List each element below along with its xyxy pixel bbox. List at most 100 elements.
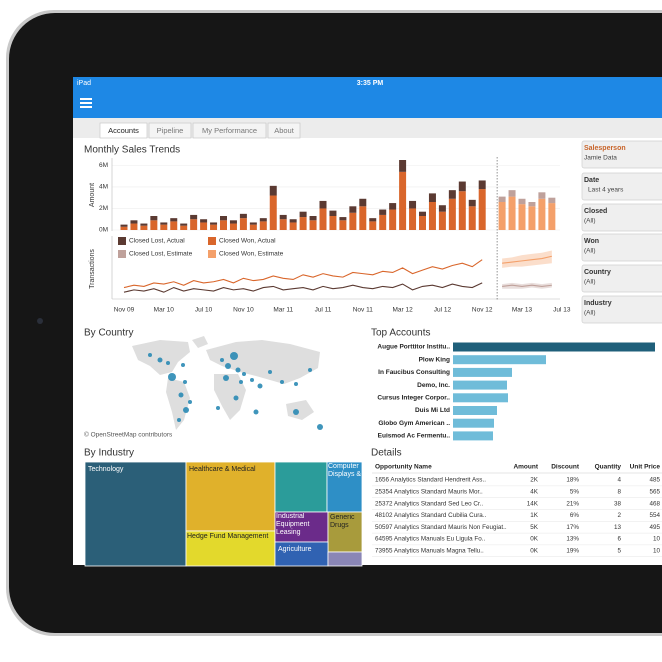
bar-segment <box>210 224 218 230</box>
bar-segment <box>478 180 486 190</box>
bar-segment <box>508 190 516 197</box>
tab[interactable]: Accounts <box>99 122 148 139</box>
filter[interactable]: Won (All) <box>581 233 662 262</box>
tile-label-box: Computer Displays & <box>328 463 361 478</box>
land <box>166 378 190 430</box>
table-cell: 13% <box>566 536 579 543</box>
legend-swatch <box>118 250 126 258</box>
filter-box <box>581 295 662 324</box>
dot <box>148 353 152 357</box>
y-tick-label: 6M <box>99 162 108 169</box>
bar-segment <box>409 200 417 209</box>
dot <box>220 358 224 362</box>
bar-segment <box>259 218 267 222</box>
dot <box>166 361 170 365</box>
table-cell: 73955 Analytics Manuals Magna Tellu.. <box>375 547 484 554</box>
bar-segment <box>329 216 337 230</box>
x-tick-label: Jul 12 <box>434 307 452 314</box>
table-cell: 10 <box>653 547 661 554</box>
tab-label: About <box>274 126 295 135</box>
bar-segment <box>409 208 417 230</box>
filter-label: Date <box>584 177 599 184</box>
filter-label: Won <box>584 238 599 245</box>
bar-segment <box>399 160 407 172</box>
bar-segment <box>220 220 227 230</box>
table-cell: 13 <box>614 524 622 531</box>
bar-segment <box>468 206 476 230</box>
bar-segment <box>319 200 327 209</box>
tab[interactable]: About <box>267 122 301 139</box>
legend-swatch <box>208 237 216 245</box>
filter-value: (All) <box>584 310 596 317</box>
tile-label: Generic Drugs <box>330 514 355 529</box>
dot <box>308 368 312 372</box>
land <box>132 340 190 375</box>
legend-label: Closed Won, Actual <box>219 238 276 245</box>
axis-label: Amount <box>89 183 96 207</box>
series-line <box>123 282 483 293</box>
x-tick-label: Nov 09 <box>114 307 135 314</box>
dot <box>181 363 185 367</box>
tile <box>327 511 363 553</box>
table-cell: 5 <box>617 547 621 554</box>
menu-button[interactable] <box>80 98 92 108</box>
bar-segment <box>180 223 188 226</box>
land <box>286 400 314 420</box>
table-cell: 4 <box>617 477 621 484</box>
bar-segment <box>419 211 426 216</box>
bar-segment <box>498 196 506 202</box>
tab[interactable]: Pipeline <box>148 122 192 139</box>
tile-label: Hedge Fund Management <box>187 533 269 540</box>
x-tick-label: Nov 12 <box>472 307 493 314</box>
table-cell: 1656 Analytics Standard Hendrerit Ass.. <box>375 477 486 484</box>
table-cell: 21% <box>566 500 579 507</box>
account-label: Cursus Integer Corpor.. <box>377 395 450 402</box>
table-cell: 554 <box>649 512 660 519</box>
y-tick-label: 4M <box>99 184 108 191</box>
bar-segment <box>498 202 506 230</box>
bar-segment <box>329 210 337 216</box>
bar-segment <box>448 198 456 230</box>
filter[interactable]: Country (All) <box>581 264 662 293</box>
bar-segment <box>309 216 317 221</box>
account-bar <box>453 380 507 390</box>
bar-segment <box>438 205 446 212</box>
table-cell: 565 <box>649 488 660 495</box>
tile-label: Agriculture <box>278 546 312 553</box>
account-label: Duis Mi Ltd <box>415 407 450 414</box>
bar-segment <box>379 209 387 215</box>
account-bar <box>453 406 497 415</box>
bar-segment <box>279 214 287 220</box>
bar-segment <box>548 197 556 204</box>
dot <box>183 407 189 413</box>
dot <box>293 409 299 415</box>
bar-segment <box>309 220 317 230</box>
table-cell: 0K <box>530 547 539 554</box>
bar-segment <box>389 209 397 230</box>
filter[interactable]: Date Last 4 years <box>581 172 662 201</box>
dot <box>242 372 246 376</box>
tab[interactable]: My Performance <box>192 122 267 139</box>
account-bar <box>453 393 508 403</box>
land <box>214 374 246 420</box>
filter[interactable]: Salesperson Jamie Data <box>581 140 662 169</box>
world-map <box>132 336 320 430</box>
bar-segment <box>220 216 227 221</box>
bar-segment <box>339 220 347 230</box>
tile-label: Healthcare & Medical <box>189 466 256 473</box>
bar-segment <box>419 216 426 230</box>
filter-box <box>581 203 662 232</box>
table-cell: 25372 Analytics Standard Sed Leo Cr.. <box>375 500 483 507</box>
filter[interactable]: Closed (All) <box>581 203 662 232</box>
bar-segment <box>289 222 297 230</box>
table-cell: 1K <box>530 512 539 519</box>
table-cell: 10 <box>653 536 661 543</box>
bar-segment <box>538 198 546 230</box>
menu-line <box>80 98 92 100</box>
bar-segment <box>130 223 138 230</box>
bar-segment <box>319 208 327 230</box>
filter[interactable]: Industry (All) <box>581 295 662 324</box>
bar-segment <box>438 211 446 230</box>
table-cell: 5K <box>530 524 539 531</box>
clock: 3:35 PM <box>357 80 384 87</box>
